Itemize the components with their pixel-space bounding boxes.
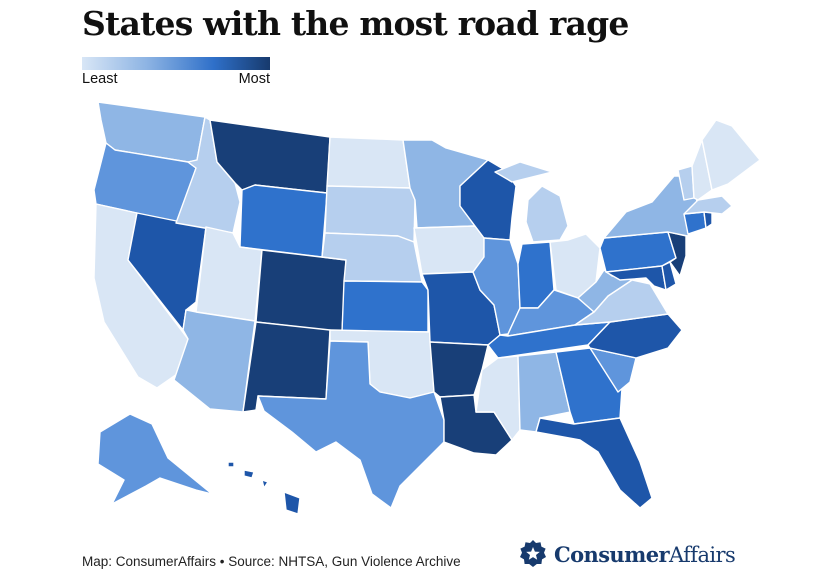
state-texas[interactable] bbox=[257, 340, 445, 509]
state-maine[interactable] bbox=[701, 119, 761, 191]
consumeraffairs-logo[interactable]: ConsumerAffairs bbox=[518, 537, 736, 571]
state-mississippi[interactable] bbox=[475, 355, 521, 441]
state-florida[interactable] bbox=[535, 417, 653, 509]
state-connecticut[interactable] bbox=[683, 211, 707, 235]
state-louisiana[interactable] bbox=[439, 394, 513, 456]
logo-wordmark: ConsumerAffairs bbox=[554, 541, 736, 567]
state-north-dakota[interactable] bbox=[326, 136, 411, 189]
state-new-hampshire[interactable] bbox=[691, 139, 713, 201]
state-arizona[interactable] bbox=[173, 309, 256, 413]
state-wyoming[interactable] bbox=[239, 184, 328, 258]
legend-high-label: Most bbox=[238, 71, 270, 87]
state-alaska[interactable] bbox=[97, 413, 213, 505]
state-kansas[interactable] bbox=[341, 280, 429, 333]
state-colorado[interactable] bbox=[255, 249, 347, 333]
state-iowa[interactable] bbox=[413, 225, 485, 275]
source-credit: Map: ConsumerAffairs • Source: NHTSA, Gu… bbox=[82, 554, 461, 569]
state-delaware[interactable] bbox=[661, 261, 677, 291]
legend-gradient-bar bbox=[82, 57, 270, 70]
state-rhode-island[interactable] bbox=[703, 211, 713, 229]
logo-wordmark-bold: Consumer bbox=[554, 541, 670, 567]
logo-wordmark-light: Affairs bbox=[668, 542, 736, 567]
state-massachusetts[interactable] bbox=[683, 195, 733, 215]
legend-low-label: Least bbox=[82, 71, 118, 87]
state-hawaii[interactable] bbox=[227, 461, 301, 515]
map-title: States with the most road rage bbox=[82, 4, 629, 43]
star-badge-icon bbox=[520, 540, 546, 567]
state-michigan[interactable] bbox=[494, 161, 569, 243]
state-wisconsin[interactable] bbox=[459, 159, 517, 241]
color-legend: Least Most bbox=[82, 57, 270, 89]
